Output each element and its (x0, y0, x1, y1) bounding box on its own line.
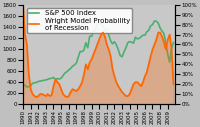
S&P 500 Index (159, 27, 161, 29)
Wright Model Probability
of Recession (157, 32, 159, 33)
Wright Model Probability
of Recession (121, 91, 123, 93)
S&P 500 Index (153, 20, 156, 22)
S&P 500 Index (127, 42, 129, 43)
S&P 500 Index (113, 41, 116, 42)
Wright Model Probability
of Recession (22, 4, 24, 6)
Wright Model Probability
of Recession (172, 83, 175, 85)
Line: Wright Model Probability
of Recession: Wright Model Probability of Recession (23, 5, 173, 97)
Wright Model Probability
of Recession (90, 59, 93, 60)
Wright Model Probability
of Recession (35, 96, 38, 98)
Wright Model Probability
of Recession (113, 75, 116, 77)
S&P 500 Index (22, 84, 24, 85)
S&P 500 Index (172, 42, 175, 43)
Wright Model Probability
of Recession (115, 81, 118, 83)
Line: S&P 500 Index: S&P 500 Index (23, 21, 173, 87)
Wright Model Probability
of Recession (127, 95, 129, 97)
S&P 500 Index (90, 35, 93, 37)
Legend: S&P 500 Index, Wright Model Probability
of Recession: S&P 500 Index, Wright Model Probability … (26, 8, 132, 33)
S&P 500 Index (26, 86, 28, 88)
S&P 500 Index (115, 44, 118, 45)
S&P 500 Index (121, 56, 123, 58)
